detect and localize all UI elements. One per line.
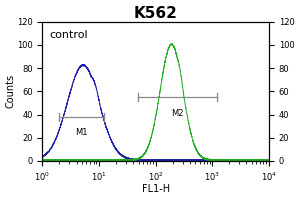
X-axis label: FL1-H: FL1-H [142,184,170,194]
Title: K562: K562 [134,6,178,21]
Text: control: control [49,30,88,40]
Y-axis label: Counts: Counts [6,74,16,108]
Text: M1: M1 [75,128,88,137]
Text: M2: M2 [171,109,184,118]
